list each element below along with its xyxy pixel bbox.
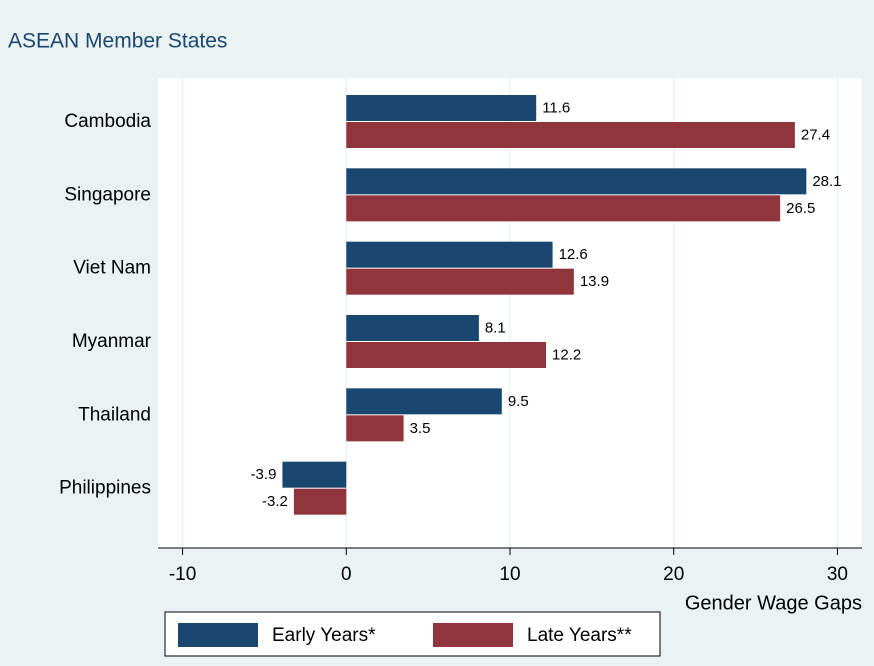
value-label: -3.2 bbox=[262, 493, 288, 510]
y-tick-label: Singapore bbox=[64, 184, 151, 205]
y-tick-label: Viet Nam bbox=[73, 258, 151, 279]
x-tick-label: 10 bbox=[499, 564, 520, 585]
bar bbox=[346, 195, 781, 222]
x-tick-label: 0 bbox=[341, 564, 352, 585]
y-tick-label: Philippines bbox=[59, 478, 151, 499]
y-tick-label: Myanmar bbox=[72, 331, 152, 352]
x-tick-label: -10 bbox=[169, 564, 196, 585]
value-label: -3.9 bbox=[251, 466, 277, 483]
x-tick-label: 30 bbox=[827, 564, 848, 585]
bar bbox=[346, 95, 537, 121]
bar bbox=[346, 241, 553, 268]
value-label: 9.5 bbox=[508, 393, 529, 410]
bar bbox=[346, 342, 547, 368]
legend-label: Early Years* bbox=[272, 625, 376, 646]
bar bbox=[346, 415, 404, 442]
value-label: 8.1 bbox=[485, 319, 506, 336]
bar bbox=[346, 388, 502, 415]
chart-subtitle: ASEAN Member States bbox=[8, 30, 227, 53]
y-tick-label: Thailand bbox=[78, 404, 151, 425]
bar bbox=[293, 488, 347, 515]
bar bbox=[282, 461, 347, 488]
bar bbox=[346, 268, 574, 295]
bar bbox=[346, 168, 807, 195]
value-label: 27.4 bbox=[801, 126, 830, 143]
value-label: 12.6 bbox=[559, 246, 588, 263]
value-label: 12.2 bbox=[552, 346, 581, 363]
x-axis-label: Gender Wage Gaps bbox=[685, 592, 862, 614]
y-tick-label: Cambodia bbox=[64, 111, 151, 132]
value-label: 28.1 bbox=[812, 173, 841, 190]
bar bbox=[346, 315, 479, 341]
value-label: 26.5 bbox=[786, 200, 815, 217]
value-label: 3.5 bbox=[410, 420, 431, 437]
legend-swatch bbox=[178, 623, 258, 647]
legend-label: Late Years** bbox=[527, 625, 632, 646]
legend-swatch bbox=[433, 623, 513, 647]
value-label: 13.9 bbox=[580, 273, 609, 290]
value-label: 11.6 bbox=[542, 99, 570, 116]
bar bbox=[346, 122, 795, 148]
x-tick-label: 20 bbox=[663, 564, 684, 585]
